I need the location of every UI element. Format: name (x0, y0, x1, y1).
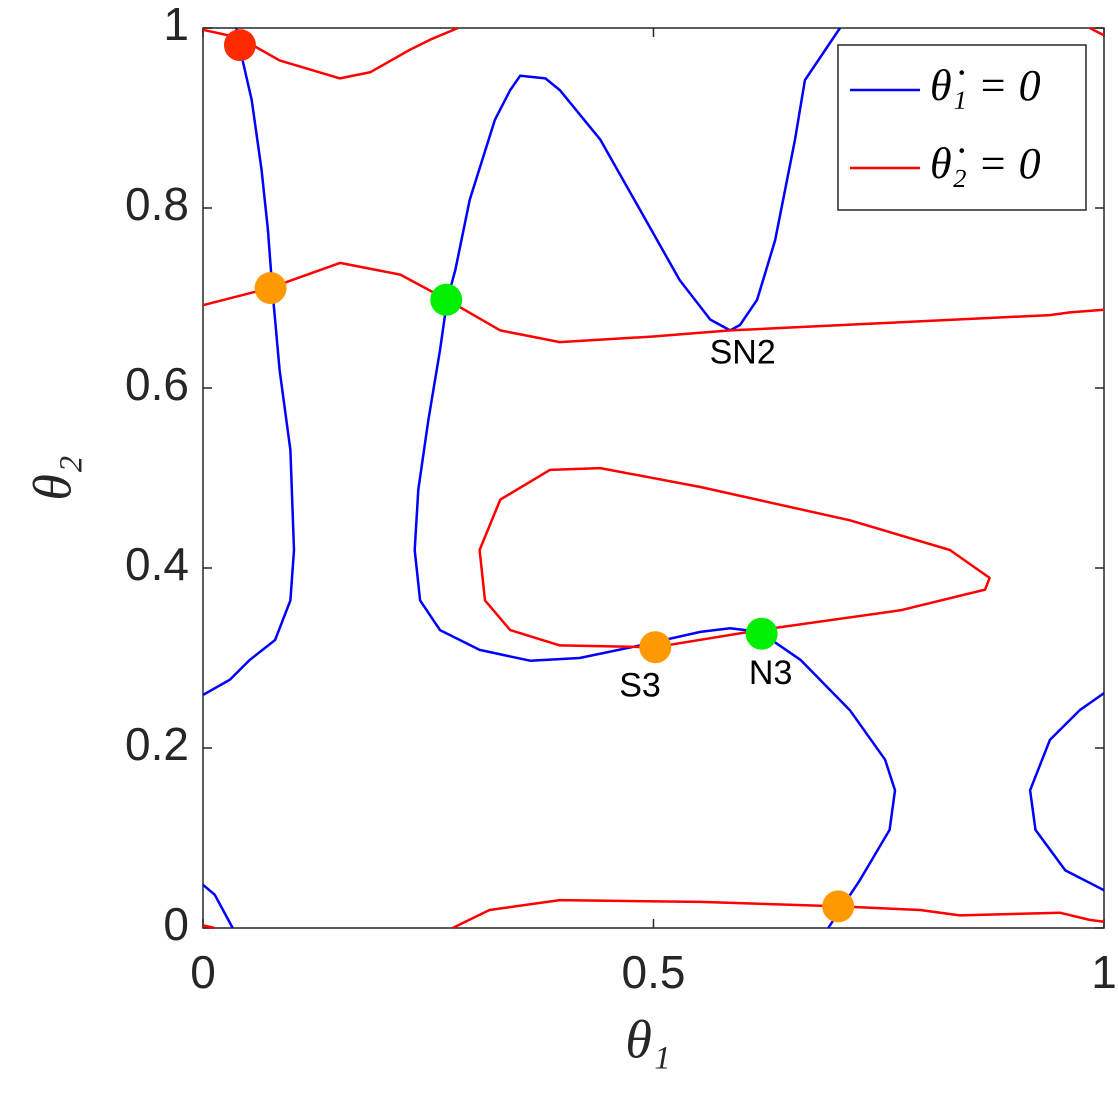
fixed-point (639, 631, 672, 664)
fixed-point (430, 283, 463, 316)
fixed-point (254, 272, 287, 305)
fixed-point (223, 29, 256, 62)
y-tick-label: 0.8 (125, 178, 189, 230)
legend-label: θ̇₂ = 0 (930, 139, 1041, 188)
annotation: SN2 (710, 334, 776, 372)
y-tick-label: 0.6 (125, 358, 189, 410)
legend-label: θ̇₁ = 0 (930, 61, 1041, 110)
y-tick-label: 0.4 (125, 538, 189, 590)
y-axis-label: θ₂ (22, 455, 82, 500)
legend-box (837, 44, 1087, 211)
nullcline (202, 27, 1105, 929)
y-tick-label: 1 (163, 0, 189, 50)
fixed-point (745, 617, 778, 650)
nullcline (202, 26, 1105, 930)
y-tick-label: 0 (163, 898, 189, 950)
annotation: S3 (619, 667, 661, 705)
annotation: N3 (749, 654, 792, 692)
x-axis-label: θ₁ (625, 1009, 670, 1069)
x-tick-label: 1 (1091, 946, 1117, 998)
x-tick-label: 0.5 (622, 946, 686, 998)
y-tick-label: 0.2 (125, 718, 189, 770)
x-tick-label: 0 (190, 946, 216, 998)
fixed-point (822, 890, 855, 923)
